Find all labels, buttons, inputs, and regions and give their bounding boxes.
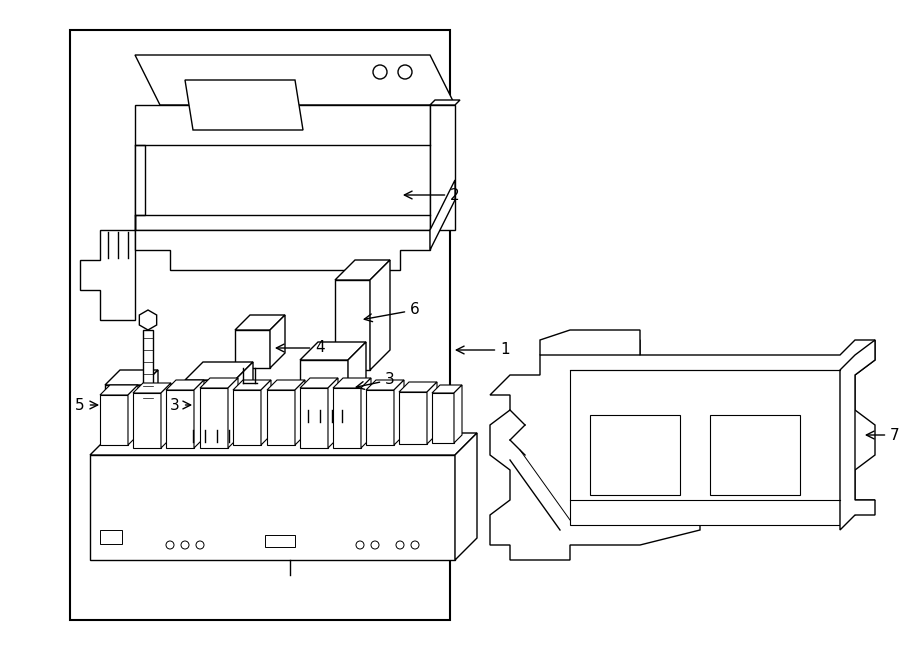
Circle shape <box>411 541 419 549</box>
Polygon shape <box>90 433 477 455</box>
Circle shape <box>356 541 364 549</box>
Polygon shape <box>128 385 138 445</box>
Polygon shape <box>270 315 285 368</box>
Polygon shape <box>430 105 455 230</box>
Polygon shape <box>140 310 157 330</box>
Polygon shape <box>361 378 371 448</box>
Polygon shape <box>333 378 371 388</box>
Text: 2: 2 <box>404 188 460 202</box>
Polygon shape <box>366 380 404 390</box>
Bar <box>366 390 394 445</box>
Polygon shape <box>430 180 455 250</box>
Text: 5: 5 <box>76 397 98 412</box>
Polygon shape <box>427 382 437 444</box>
Polygon shape <box>370 260 390 370</box>
Circle shape <box>396 541 404 549</box>
Bar <box>100 530 122 544</box>
Polygon shape <box>394 380 404 445</box>
Polygon shape <box>166 380 204 390</box>
Polygon shape <box>135 105 430 230</box>
Polygon shape <box>105 370 158 385</box>
Polygon shape <box>133 383 171 393</box>
Circle shape <box>166 541 174 549</box>
Bar <box>133 393 161 448</box>
Bar <box>105 385 143 430</box>
Polygon shape <box>80 145 145 320</box>
Text: 6: 6 <box>364 303 420 322</box>
Bar <box>333 388 361 448</box>
Bar <box>590 415 680 495</box>
Polygon shape <box>233 380 271 390</box>
Polygon shape <box>185 362 253 380</box>
Bar <box>185 380 235 430</box>
Bar <box>166 390 194 448</box>
Circle shape <box>181 541 189 549</box>
Polygon shape <box>348 342 366 410</box>
Bar <box>335 280 370 370</box>
Bar <box>710 415 800 495</box>
Bar <box>90 455 455 560</box>
Polygon shape <box>200 378 238 388</box>
Polygon shape <box>454 385 462 443</box>
Polygon shape <box>235 362 253 430</box>
Bar <box>432 393 454 443</box>
Bar <box>100 395 128 445</box>
Polygon shape <box>540 330 640 355</box>
Circle shape <box>373 65 387 79</box>
Polygon shape <box>185 80 303 130</box>
Polygon shape <box>295 380 305 445</box>
Polygon shape <box>335 260 390 280</box>
Bar <box>235 330 270 368</box>
Circle shape <box>398 65 412 79</box>
Polygon shape <box>228 378 238 448</box>
Bar <box>399 392 427 444</box>
Bar <box>70 30 450 620</box>
Polygon shape <box>143 370 158 430</box>
Polygon shape <box>261 380 271 445</box>
Polygon shape <box>161 383 171 448</box>
Polygon shape <box>432 385 462 393</box>
Polygon shape <box>267 380 305 390</box>
Text: 1: 1 <box>456 342 509 358</box>
Polygon shape <box>399 382 437 392</box>
Circle shape <box>196 541 204 549</box>
Polygon shape <box>235 315 285 330</box>
Polygon shape <box>490 340 875 560</box>
Polygon shape <box>300 342 366 360</box>
Polygon shape <box>135 55 455 105</box>
Text: 3: 3 <box>356 373 395 389</box>
Polygon shape <box>135 230 430 270</box>
Circle shape <box>371 541 379 549</box>
Text: 4: 4 <box>276 340 325 356</box>
Polygon shape <box>430 100 460 105</box>
Polygon shape <box>194 380 204 448</box>
Bar <box>200 388 228 448</box>
Polygon shape <box>100 385 138 395</box>
Bar <box>570 370 840 525</box>
Polygon shape <box>328 378 338 448</box>
Bar <box>267 390 295 445</box>
Polygon shape <box>300 378 338 388</box>
Bar <box>233 390 261 445</box>
Polygon shape <box>840 340 875 530</box>
Text: 7: 7 <box>867 428 900 442</box>
Bar <box>300 388 328 448</box>
Bar <box>265 535 295 547</box>
Bar <box>300 360 348 410</box>
Text: 3: 3 <box>170 397 191 412</box>
Polygon shape <box>455 433 477 560</box>
Bar <box>143 330 153 410</box>
